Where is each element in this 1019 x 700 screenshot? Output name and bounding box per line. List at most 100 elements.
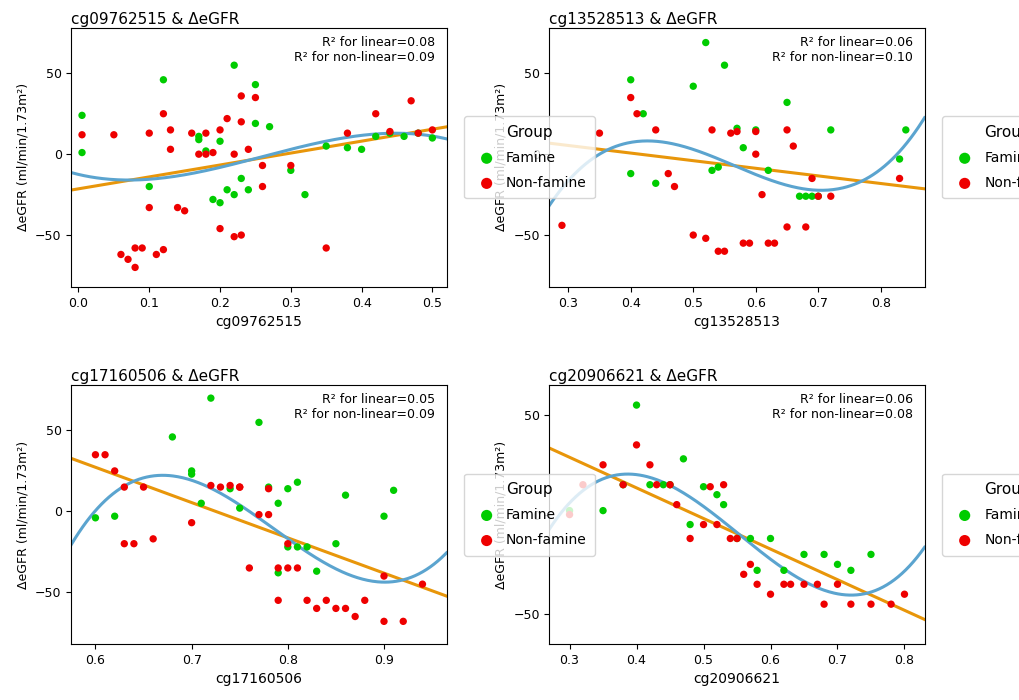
Text: R² for linear=0.08
R² for non-linear=0.09: R² for linear=0.08 R² for non-linear=0.0… [294, 36, 435, 64]
Point [742, 533, 758, 544]
Point [162, 144, 178, 155]
Point [591, 127, 607, 139]
Point [260, 482, 276, 493]
Point [759, 164, 775, 176]
Point [233, 90, 250, 101]
Point [297, 189, 313, 200]
Point [815, 598, 832, 610]
Text: cg20906621 & ΔeGFR: cg20906621 & ΔeGFR [549, 369, 717, 384]
Point [647, 178, 663, 189]
Y-axis label: ΔeGFR (ml/min/1.73m²): ΔeGFR (ml/min/1.73m²) [16, 83, 30, 232]
Point [695, 519, 711, 530]
Point [862, 549, 878, 560]
Point [729, 126, 745, 137]
Point [205, 147, 221, 158]
Point [381, 126, 397, 137]
Point [141, 127, 157, 139]
Point [628, 108, 644, 119]
Point [721, 127, 738, 139]
Point [367, 108, 383, 119]
X-axis label: cg09762515: cg09762515 [215, 315, 302, 329]
Legend: Famine, Non-famine: Famine, Non-famine [942, 116, 1019, 198]
Point [88, 512, 104, 524]
Point [714, 479, 731, 490]
Point [169, 202, 185, 214]
Point [247, 92, 263, 103]
Point [729, 533, 745, 544]
Point [240, 562, 257, 573]
Text: R² for linear=0.05
R² for non-linear=0.09: R² for linear=0.05 R² for non-linear=0.0… [294, 393, 435, 421]
Point [701, 481, 717, 492]
Text: cg09762515 & ΔeGFR: cg09762515 & ΔeGFR [71, 12, 239, 27]
Point [703, 164, 719, 176]
Point [191, 134, 207, 145]
Point [747, 125, 763, 136]
Point [759, 237, 775, 248]
Point [575, 479, 591, 490]
Point [97, 449, 113, 461]
Point [183, 468, 200, 480]
Point [647, 125, 663, 136]
Point [622, 74, 638, 85]
Point [155, 244, 171, 256]
Point [318, 242, 334, 253]
X-axis label: cg17160506: cg17160506 [215, 672, 303, 686]
Point [318, 595, 334, 606]
Point [239, 144, 256, 155]
Point [815, 549, 832, 560]
Point [133, 242, 150, 253]
Point [808, 579, 824, 590]
Point [635, 108, 651, 119]
Point [659, 168, 676, 179]
Point [222, 483, 238, 494]
Point [410, 127, 426, 139]
Point [594, 459, 610, 470]
Point [741, 237, 757, 248]
Point [779, 221, 795, 232]
Point [628, 400, 644, 411]
Point [685, 230, 701, 241]
Point [198, 146, 214, 157]
Point [233, 230, 250, 241]
Point [661, 479, 678, 490]
Point [279, 541, 296, 552]
Text: cg13528513 & ΔeGFR: cg13528513 & ΔeGFR [549, 12, 717, 27]
Text: R² for linear=0.06
R² for non-linear=0.10: R² for linear=0.06 R² for non-linear=0.1… [771, 36, 912, 64]
Point [897, 125, 913, 136]
Point [88, 449, 104, 461]
Point [795, 549, 811, 560]
Point [828, 579, 845, 590]
Point [198, 127, 214, 139]
Point [367, 131, 383, 142]
Point [233, 116, 250, 127]
Point [803, 173, 819, 184]
Point [375, 510, 391, 522]
Point [212, 197, 228, 209]
Point [742, 559, 758, 570]
Point [233, 173, 250, 184]
Point [682, 519, 698, 530]
Point [282, 164, 299, 176]
Point [327, 538, 343, 550]
Point [261, 121, 277, 132]
Point [842, 598, 858, 610]
Point [113, 249, 129, 260]
Point [73, 110, 90, 121]
Point [775, 579, 792, 590]
Point [891, 173, 907, 184]
Point [162, 125, 178, 136]
Point [709, 162, 726, 173]
Point [828, 559, 845, 570]
Point [753, 189, 769, 200]
Point [709, 246, 726, 257]
Point [191, 148, 207, 160]
Point [842, 565, 858, 576]
Point [106, 130, 122, 141]
Point [145, 533, 161, 545]
Point [667, 499, 684, 510]
Point [254, 181, 270, 192]
Point [403, 95, 419, 106]
Point [695, 481, 711, 492]
Point [270, 498, 286, 509]
Point [222, 480, 238, 491]
